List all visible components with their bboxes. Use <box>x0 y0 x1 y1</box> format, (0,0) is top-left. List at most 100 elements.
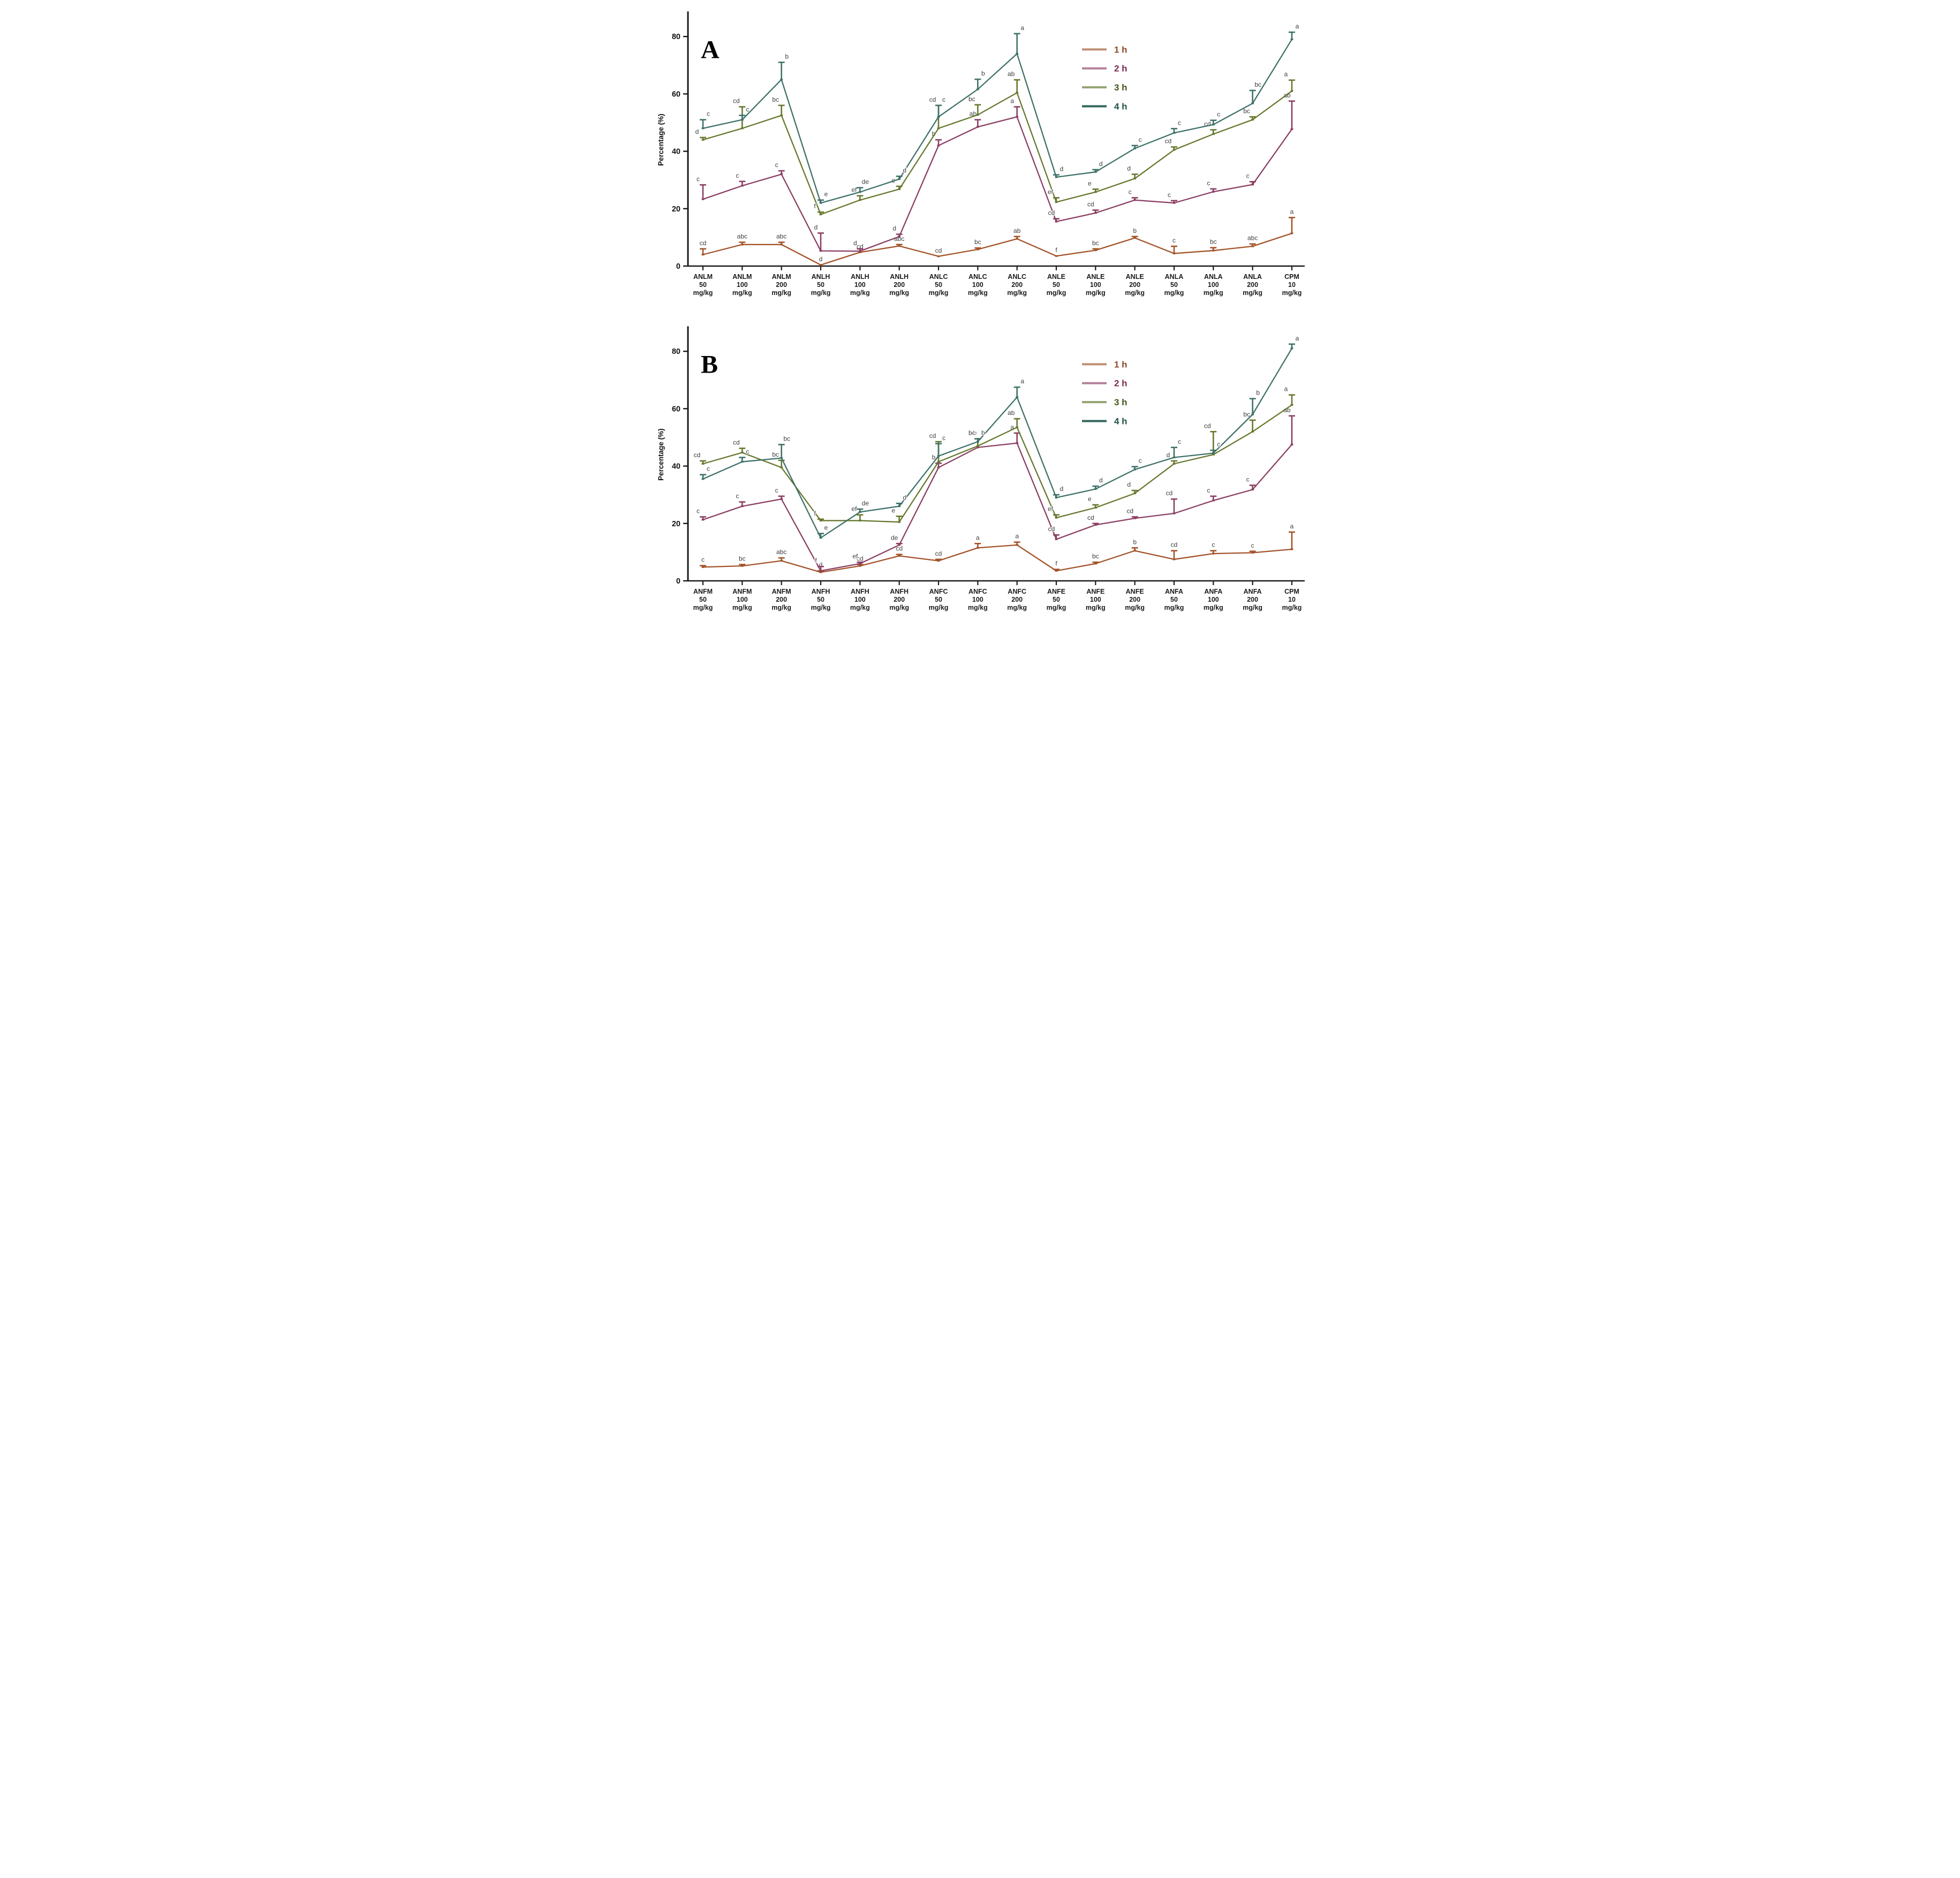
x-tick-label: ANFE <box>1047 588 1065 595</box>
data-point <box>1290 404 1293 406</box>
x-tick-label: 100 <box>854 281 865 289</box>
point-letter: e <box>1087 495 1091 503</box>
data-point <box>1172 132 1175 134</box>
point-letter: ab <box>1013 227 1020 234</box>
x-tick-label: ANLH <box>850 273 869 281</box>
data-point <box>1172 252 1175 255</box>
point-letter: a <box>1295 22 1299 30</box>
point-letter: c <box>942 434 945 442</box>
legend-item: 1 h <box>1081 359 1127 369</box>
x-tick-label: ANLM <box>732 273 752 281</box>
x-tick-label: mg/kg <box>967 604 987 611</box>
x-tick-label: 100 <box>1089 281 1101 289</box>
point-letter: a <box>1290 208 1293 215</box>
x-tick-label: 100 <box>854 596 865 603</box>
data-point <box>1172 512 1175 514</box>
data-point <box>740 505 744 508</box>
x-tick-label: ANFA <box>1243 588 1261 595</box>
data-point <box>1055 201 1057 203</box>
point-letter: d <box>695 128 699 135</box>
x-tick-label: 50 <box>1053 596 1060 603</box>
data-point <box>858 565 861 567</box>
data-point <box>976 547 979 549</box>
data-point <box>1251 245 1254 247</box>
point-letter: c <box>1207 179 1210 187</box>
data-point <box>1015 92 1018 94</box>
data-point <box>1015 238 1018 240</box>
data-point <box>937 460 940 463</box>
data-point <box>976 441 979 443</box>
x-tick-label: mg/kg <box>928 289 948 297</box>
data-point <box>819 537 822 539</box>
x-tick-label: mg/kg <box>1282 604 1301 611</box>
data-point <box>1094 191 1097 193</box>
point-letter: c <box>1128 188 1131 195</box>
point-letter: d <box>1127 481 1131 488</box>
point-letter: a <box>1284 71 1288 78</box>
data-point <box>1290 128 1293 130</box>
point-letter: d <box>1060 165 1063 173</box>
point-letter: cd <box>1048 525 1055 533</box>
x-tick-label: ANFA <box>1204 588 1222 595</box>
x-tick-label: ANFM <box>693 588 712 595</box>
data-point <box>937 559 940 562</box>
x-tick-label: mg/kg <box>771 604 791 611</box>
x-tick-label: ANFE <box>1125 588 1144 595</box>
point-letter: a <box>1010 97 1014 105</box>
x-tick-label: ANLA <box>1243 273 1262 281</box>
legend-item: 2 h <box>1081 378 1127 389</box>
point-letter: ab <box>1007 409 1015 417</box>
point-letter: cd <box>1048 209 1055 217</box>
data-point <box>1133 177 1136 180</box>
point-letter: c <box>697 175 700 183</box>
point-letter: ef <box>1047 505 1053 513</box>
point-letter: bc <box>1092 239 1099 247</box>
point-letter: a <box>1015 533 1019 540</box>
point-letter: b <box>1133 227 1137 234</box>
series-line <box>702 39 1292 204</box>
x-tick-label: ANLC <box>968 273 987 281</box>
point-letter: c <box>1172 237 1176 244</box>
data-point <box>1055 255 1057 257</box>
y-tick-label: 0 <box>676 577 680 586</box>
x-tick-label: 200 <box>894 596 905 603</box>
data-point <box>897 521 900 523</box>
point-letter: d <box>892 225 896 232</box>
data-point <box>780 115 783 117</box>
point-letter: bc <box>1243 411 1250 418</box>
x-tick-label: mg/kg <box>1085 289 1105 297</box>
legend-item: 4 h <box>1081 416 1127 426</box>
x-tick-label: mg/kg <box>1203 289 1223 297</box>
x-tick-label: 50 <box>935 596 942 603</box>
legend-label: 4 h <box>1114 101 1127 111</box>
y-tick-label: 80 <box>671 33 680 41</box>
point-letter: bc <box>783 435 790 442</box>
point-letter: cd <box>929 96 936 103</box>
point-letter: c <box>1251 542 1254 549</box>
series-line <box>702 116 1292 252</box>
data-point <box>1133 492 1136 495</box>
point-letter: de <box>890 534 898 541</box>
x-tick-label: 100 <box>736 281 747 289</box>
x-tick-label: mg/kg <box>1125 604 1145 611</box>
data-point <box>858 250 861 252</box>
point-letter: c <box>1138 136 1141 143</box>
x-tick-label: mg/kg <box>967 289 987 297</box>
data-point <box>701 519 704 521</box>
data-point <box>1015 116 1018 118</box>
point-letter: f <box>1055 560 1057 567</box>
point-letter: b <box>1256 389 1260 397</box>
data-point <box>937 116 940 118</box>
data-point <box>858 519 861 522</box>
point-letter: abc <box>1247 234 1257 242</box>
point-letter: c <box>775 161 778 169</box>
x-tick-label: 50 <box>699 596 707 603</box>
x-tick-label: 200 <box>1129 596 1140 603</box>
data-point <box>740 127 744 130</box>
point-letter: ef <box>852 552 858 560</box>
data-point <box>1251 102 1254 104</box>
data-point <box>1251 430 1254 433</box>
data-point <box>1133 468 1136 471</box>
data-point <box>858 199 861 201</box>
